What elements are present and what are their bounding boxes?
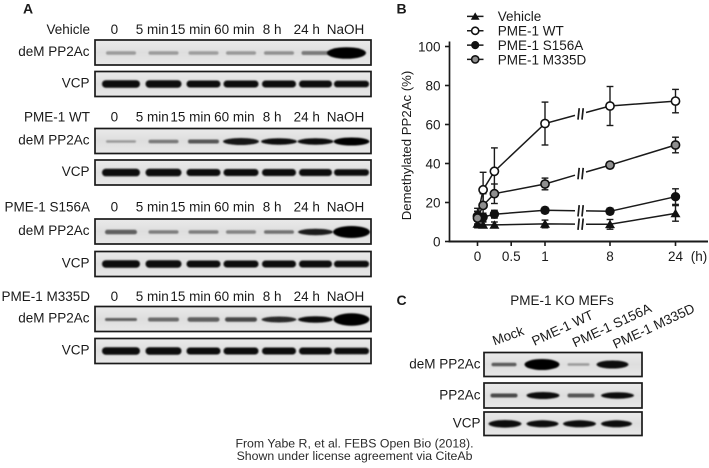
svg-text:0: 0 [474, 249, 482, 264]
svg-text:0: 0 [111, 109, 119, 124]
svg-text:0: 0 [111, 200, 119, 215]
svg-text:5 min: 5 min [136, 22, 169, 37]
svg-text:15 min: 15 min [170, 200, 211, 215]
svg-text:5 min: 5 min [136, 289, 169, 304]
svg-text:24: 24 [668, 249, 684, 264]
svg-text:(h): (h) [691, 249, 708, 264]
svg-text:0: 0 [111, 22, 119, 37]
svg-text:60 min: 60 min [214, 289, 255, 304]
svg-text:deM PP2Ac: deM PP2Ac [18, 44, 90, 59]
svg-text:24 h: 24 h [294, 109, 320, 124]
svg-text:60 min: 60 min [214, 22, 255, 37]
svg-text:0: 0 [111, 289, 119, 304]
svg-text:deM PP2Ac: deM PP2Ac [409, 356, 481, 371]
svg-text:8 h: 8 h [263, 200, 282, 215]
svg-text:deM PP2Ac: deM PP2Ac [18, 223, 90, 238]
svg-text:A: A [23, 1, 33, 17]
svg-text:PME-1 S156A: PME-1 S156A [4, 200, 90, 215]
svg-text:PME-1 WT: PME-1 WT [498, 24, 564, 39]
svg-text:24 h: 24 h [294, 200, 320, 215]
svg-text:deM PP2Ac: deM PP2Ac [18, 132, 90, 147]
svg-text:0.5: 0.5 [502, 249, 521, 264]
svg-text:PME-1 M335D: PME-1 M335D [1, 289, 90, 304]
svg-text:Shown under license agreement: Shown under license agreement via CiteAb [237, 449, 473, 463]
svg-text:5 min: 5 min [136, 109, 169, 124]
svg-text:15 min: 15 min [170, 22, 211, 37]
svg-text:VCP: VCP [453, 416, 481, 431]
svg-text:60: 60 [425, 117, 440, 132]
svg-text:40: 40 [425, 156, 440, 171]
svg-text:60 min: 60 min [214, 109, 255, 124]
svg-text:VCP: VCP [62, 343, 90, 358]
svg-text:VCP: VCP [62, 256, 90, 271]
svg-text:100: 100 [418, 39, 441, 54]
svg-text:PME-1 WT: PME-1 WT [24, 109, 90, 124]
svg-text:PME-1 KO MEFs: PME-1 KO MEFs [510, 293, 614, 308]
svg-text:5 min: 5 min [136, 200, 169, 215]
svg-text:24 h: 24 h [294, 22, 320, 37]
svg-text:8 h: 8 h [263, 109, 282, 124]
svg-text:60 min: 60 min [214, 200, 255, 215]
svg-text:NaOH: NaOH [327, 109, 365, 124]
svg-text:8 h: 8 h [263, 289, 282, 304]
svg-text:20: 20 [425, 195, 440, 210]
svg-text:PME-1 M335D: PME-1 M335D [498, 52, 587, 67]
svg-text:8 h: 8 h [263, 22, 282, 37]
svg-text:deM PP2Ac: deM PP2Ac [18, 310, 90, 325]
svg-text:VCP: VCP [62, 164, 90, 179]
svg-text:PME-1 S156A: PME-1 S156A [498, 38, 584, 53]
svg-text:Vehicle: Vehicle [46, 22, 90, 37]
svg-text:Demethylated PP2Ac (%): Demethylated PP2Ac (%) [399, 71, 414, 221]
svg-text:NaOH: NaOH [327, 22, 365, 37]
svg-text:8: 8 [606, 249, 614, 264]
svg-text:From Yabe R, et al. FEBS Open: From Yabe R, et al. FEBS Open Bio (2018)… [235, 437, 473, 451]
svg-text:VCP: VCP [62, 76, 90, 91]
svg-text:Vehicle: Vehicle [498, 9, 542, 24]
svg-text:1: 1 [541, 249, 549, 264]
svg-text:NaOH: NaOH [327, 200, 365, 215]
svg-text:PP2Ac: PP2Ac [439, 387, 481, 402]
svg-text:15 min: 15 min [170, 289, 211, 304]
svg-text:C: C [397, 292, 407, 308]
svg-text:B: B [397, 1, 407, 17]
svg-text:80: 80 [425, 78, 440, 93]
svg-text:0: 0 [433, 234, 441, 249]
svg-text:15 min: 15 min [170, 109, 211, 124]
svg-text:NaOH: NaOH [327, 289, 365, 304]
svg-text:24 h: 24 h [294, 289, 320, 304]
